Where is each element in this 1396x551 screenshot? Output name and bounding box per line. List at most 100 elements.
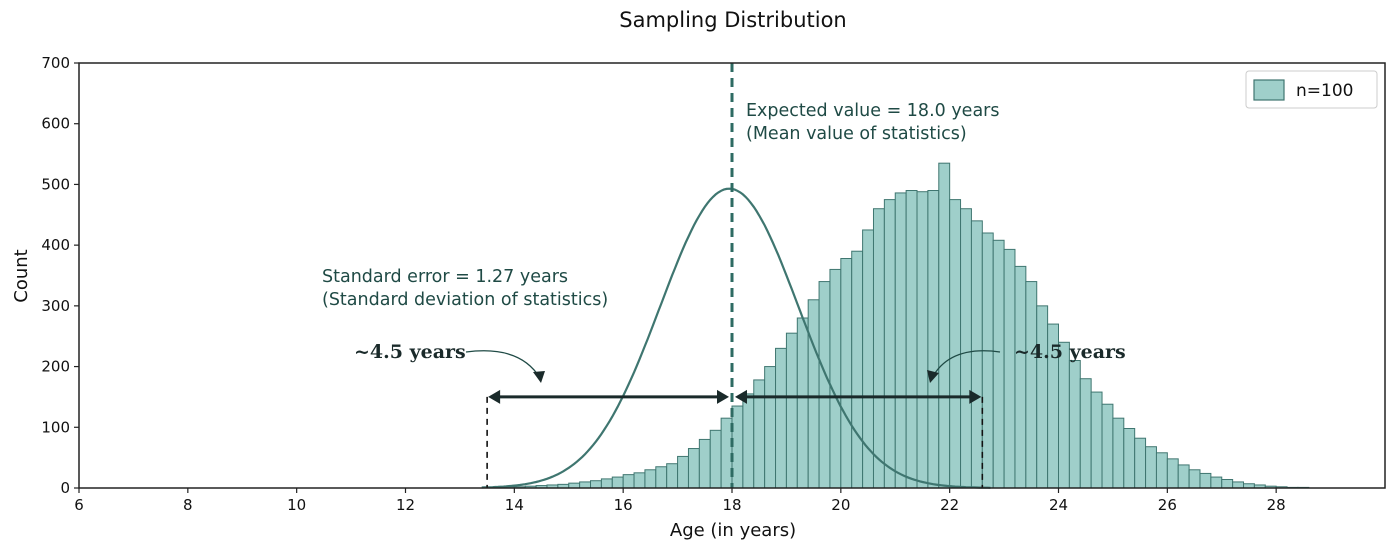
x-tick-label: 8 — [183, 496, 193, 514]
expected-value-label: Expected value = 18.0 years — [746, 101, 1000, 121]
left-curved-arrowhead — [533, 371, 545, 383]
y-axis-label: Count — [11, 249, 32, 302]
histogram-bar — [1112, 417, 1125, 489]
histogram-bar — [883, 199, 896, 489]
right-curved-arrowhead — [927, 370, 939, 383]
histogram-bar — [1166, 458, 1179, 489]
histogram-bar — [1068, 360, 1081, 489]
histogram-bar — [709, 429, 722, 489]
left-span-arrowhead-inner — [717, 389, 729, 404]
histogram-bar — [720, 417, 733, 489]
histogram-bar — [807, 299, 820, 489]
histogram-bar — [731, 405, 744, 489]
x-axis-ticks: 6 8 10 12 14 16 18 20 22 24 26 28 — [74, 488, 1286, 514]
x-tick-label: 20 — [831, 496, 850, 514]
histogram-bar — [644, 469, 657, 489]
histogram-bar — [1145, 446, 1157, 489]
histogram-bar — [687, 448, 700, 489]
histogram-bar — [655, 466, 668, 489]
kde-curve — [481, 187, 991, 489]
left-span-label: ~4.5 years — [354, 341, 466, 363]
histogram-bar — [1123, 428, 1136, 489]
histogram-bar — [992, 239, 1005, 489]
right-curved-arrow — [931, 350, 1001, 379]
x-tick-label: 18 — [722, 496, 741, 514]
histogram-bar — [1199, 472, 1212, 489]
histogram-bar — [905, 190, 918, 489]
histogram-bar — [1090, 391, 1103, 489]
histogram-bar — [764, 366, 777, 489]
histogram-bar — [960, 208, 972, 489]
x-tick-label: 28 — [1267, 496, 1286, 514]
y-tick-label: 300 — [41, 297, 70, 315]
histogram-bar — [590, 480, 602, 489]
histogram-bar — [622, 474, 635, 489]
histogram-bars — [492, 162, 1310, 489]
y-tick-label: 500 — [41, 175, 70, 193]
histogram-bar — [894, 192, 907, 489]
standard-error-label: Standard error = 1.27 years — [322, 267, 568, 287]
x-tick-label: 14 — [505, 496, 524, 514]
histogram-bar — [1003, 248, 1016, 489]
histogram-bar — [818, 281, 831, 489]
legend-swatch — [1253, 79, 1285, 101]
y-axis-ticks: 0 100 200 300 400 500 600 700 — [41, 54, 79, 497]
y-tick-label: 400 — [41, 236, 70, 254]
x-tick-label: 6 — [74, 496, 84, 514]
histogram-bar — [1025, 281, 1038, 489]
left-curved-arrow — [465, 350, 541, 379]
histogram-bar — [1177, 464, 1190, 489]
x-tick-label: 26 — [1158, 496, 1177, 514]
y-tick-label: 700 — [41, 54, 70, 72]
histogram-bar — [1058, 341, 1070, 489]
x-tick-label: 22 — [940, 496, 959, 514]
span-arrows — [486, 389, 984, 488]
histogram-bar — [698, 438, 711, 489]
histogram-bar — [775, 347, 787, 489]
histogram-bar — [1014, 265, 1027, 489]
histogram-bar — [981, 232, 994, 489]
histogram-bar — [916, 191, 929, 489]
legend-label: n=100 — [1296, 81, 1353, 101]
histogram-bar — [742, 393, 755, 489]
histogram-bar — [579, 481, 592, 489]
left-span-arrowhead-outer — [488, 389, 501, 404]
y-tick-label: 600 — [41, 115, 70, 133]
histogram-bar — [1079, 378, 1092, 489]
histogram-bar — [1036, 305, 1049, 489]
x-axis-label: Age (in years) — [670, 520, 796, 541]
histogram-bar — [611, 476, 624, 489]
histogram-bar — [1188, 469, 1201, 489]
histogram-bar — [829, 268, 842, 489]
histogram-bar — [851, 250, 864, 489]
x-tick-label: 12 — [396, 496, 415, 514]
right-span-arrowhead-inner — [735, 389, 747, 404]
histogram-bar — [1101, 403, 1114, 489]
histogram-bar — [938, 162, 951, 489]
histogram-bar — [1221, 479, 1234, 489]
x-tick-label: 16 — [614, 496, 633, 514]
histogram-bar — [1155, 452, 1168, 489]
histogram-bar — [633, 472, 646, 489]
chart-title: Sampling Distribution — [619, 8, 846, 32]
x-tick-label: 24 — [1049, 496, 1068, 514]
histogram-bar — [666, 463, 679, 489]
expected-value-sublabel: (Mean value of statistics) — [746, 124, 967, 144]
histogram-bar — [600, 478, 613, 489]
legend: n=100 — [1245, 70, 1378, 109]
histogram-bar — [1134, 437, 1147, 489]
histogram-bar — [1232, 481, 1245, 489]
x-tick-label: 10 — [287, 496, 306, 514]
histogram-bar — [677, 455, 689, 489]
histogram-bar — [796, 317, 809, 489]
standard-error-sublabel: (Standard deviation of statistics) — [322, 290, 608, 310]
histogram-bar — [949, 199, 962, 489]
histogram-bar — [970, 220, 983, 489]
histogram-bar — [785, 332, 798, 489]
histogram-bar — [927, 190, 940, 489]
histogram-bar — [1210, 476, 1223, 489]
y-tick-label: 100 — [41, 418, 70, 436]
y-tick-label: 200 — [41, 358, 70, 376]
right-span-arrowhead-outer — [969, 389, 982, 404]
histogram-bar — [840, 258, 853, 489]
